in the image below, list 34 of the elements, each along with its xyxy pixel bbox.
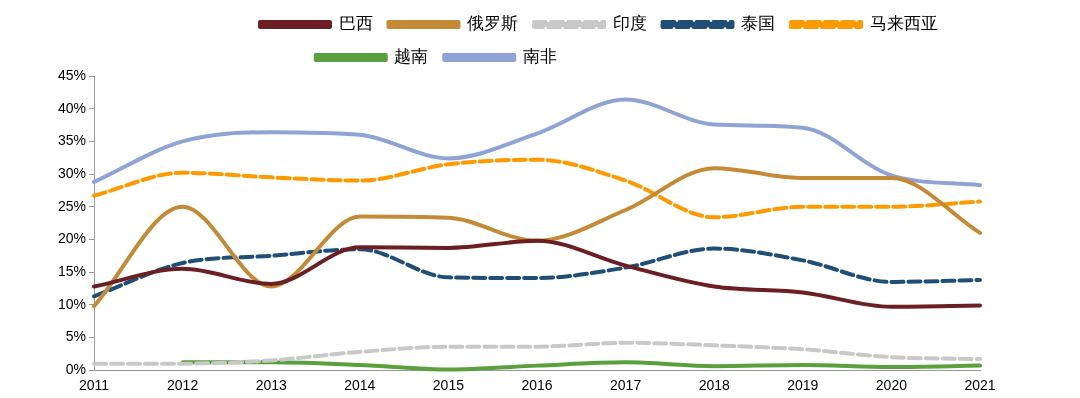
x-tick-label: 2017 — [610, 377, 642, 394]
x-tick-label: 2021 — [964, 377, 996, 394]
line-series — [92, 166, 982, 309]
line-series — [92, 97, 982, 188]
x-tick-label: 2014 — [344, 377, 376, 394]
x-tick-label: 2016 — [521, 377, 553, 394]
legend-label: 印度 — [612, 12, 647, 33]
x-tick-label: 2019 — [787, 377, 819, 394]
y-tick-label: 25% — [57, 197, 87, 214]
y-tick-label: 45% — [57, 66, 87, 83]
line-series — [92, 340, 982, 366]
line-series — [92, 157, 982, 220]
legend-label: 泰国 — [741, 12, 775, 33]
y-tick-label: 20% — [57, 230, 87, 247]
y-tick-label: 5% — [65, 328, 87, 345]
x-tick-label: 2011 — [78, 377, 110, 394]
legend-label: 马来西亚 — [869, 12, 938, 33]
line-series — [92, 238, 982, 309]
x-tick-label: 2020 — [875, 377, 908, 394]
legend-label: 俄罗斯 — [467, 12, 518, 33]
y-tick-label: 10% — [57, 295, 87, 312]
x-tick-label: 2012 — [167, 377, 199, 394]
legend-label: 南非 — [522, 45, 557, 66]
y-tick-label: 40% — [57, 99, 87, 116]
y-tick-label: 30% — [57, 164, 87, 181]
y-tick-label: 15% — [57, 262, 87, 279]
y-tick-label: 0% — [65, 361, 87, 378]
legend-label: 越南 — [394, 45, 429, 66]
x-tick-label: 2015 — [432, 377, 465, 394]
y-tick-label: 35% — [57, 132, 87, 149]
x-tick-label: 2018 — [698, 377, 730, 394]
x-tick-label: 2013 — [255, 377, 287, 394]
line-series — [92, 246, 982, 299]
legend-label: 巴西 — [338, 12, 373, 33]
